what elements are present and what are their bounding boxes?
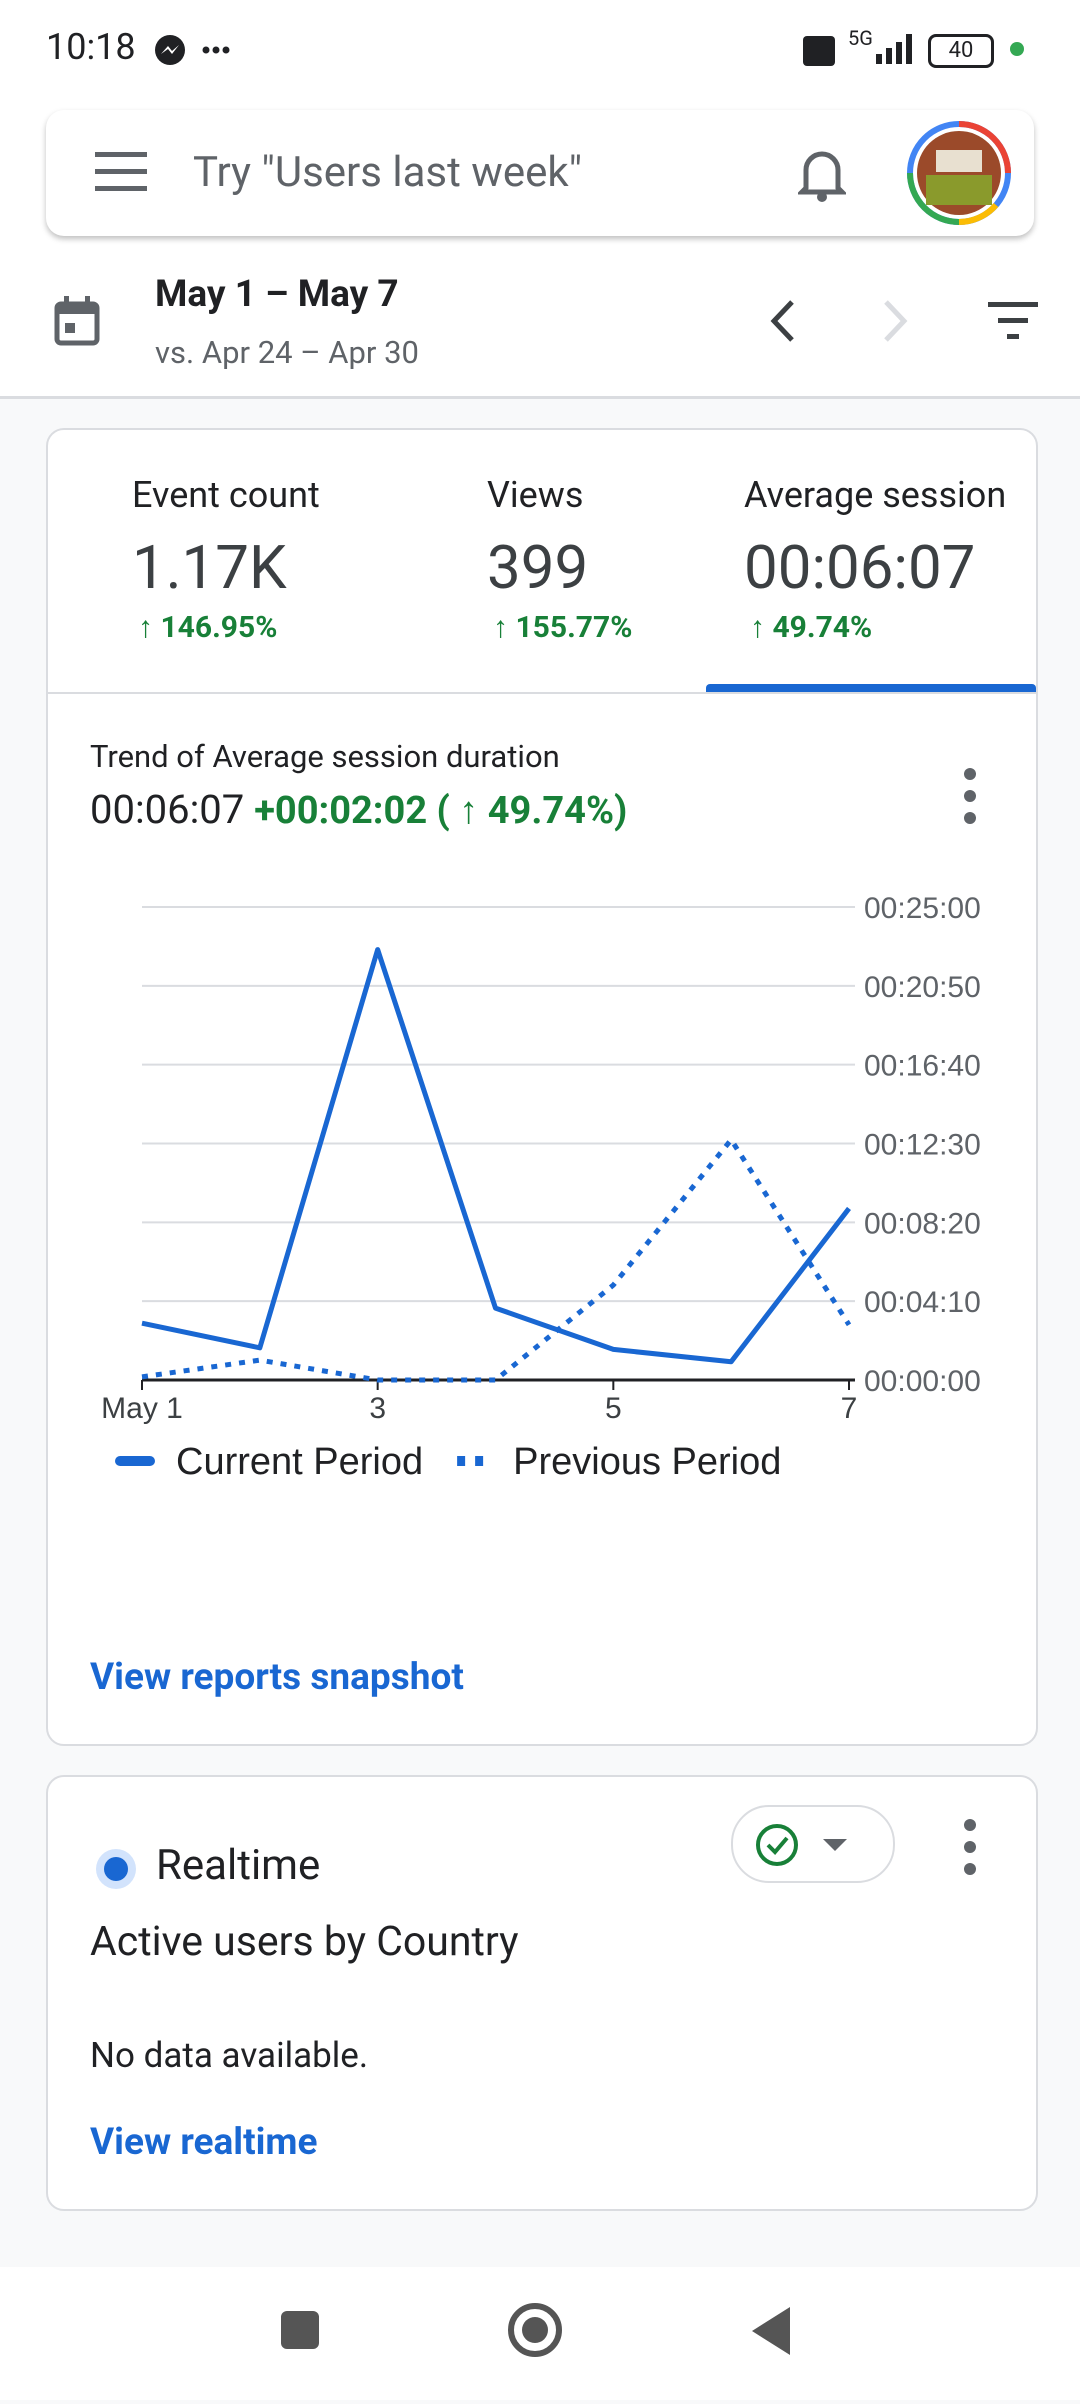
- trend-change: +00:02:02 ( ↑ 49.74%): [254, 789, 628, 833]
- legend-label: Previous Period: [513, 1441, 781, 1483]
- status-icons: [155, 35, 230, 65]
- time: 10:18: [46, 26, 136, 68]
- legend-label: Current Period: [176, 1441, 423, 1483]
- search-placeholder[interactable]: Try "Users last week": [193, 148, 583, 197]
- date-range[interactable]: May 1 – May 7: [155, 273, 399, 316]
- battery: 40: [928, 34, 994, 68]
- x-tick-label: 5: [605, 1392, 622, 1425]
- trend-duration: 00:06:07: [90, 786, 245, 833]
- metric-label: Average session: [744, 474, 1007, 516]
- empty-message: No data available.: [90, 2035, 369, 2076]
- y-tick-label: 00:16:40: [864, 1050, 981, 1083]
- metrics-card: Event count 1.17K ↑ 146.95% Views 399 ↑ 155.7…: [46, 428, 1038, 1746]
- series-line: [141, 947, 851, 1365]
- calendar-icon[interactable]: [54, 296, 100, 346]
- metric-value: 399: [487, 532, 589, 603]
- nav-icons[interactable]: [0, 2267, 1080, 2400]
- metric-change: ↑ 49.74%: [750, 610, 873, 645]
- y-tick-label: 00:25:00: [864, 892, 981, 925]
- menu-icon[interactable]: [95, 152, 147, 192]
- volte: [803, 36, 835, 66]
- y-tick-label: 00:12:30: [864, 1129, 981, 1162]
- date-nav[interactable]: [762, 298, 922, 344]
- metric-change: ↑ 146.95%: [138, 610, 278, 645]
- x-tick-label: 7: [841, 1392, 858, 1425]
- realtime-link[interactable]: View realtime: [90, 2121, 318, 2164]
- x-tick-label: May 1: [101, 1392, 183, 1425]
- filter-icon[interactable]: [988, 300, 1040, 342]
- chart: 00:00:00 00:04:10 00:08:20 00:12:30 00:16:40…: [101, 892, 981, 1483]
- signal: [876, 34, 912, 64]
- avatar[interactable]: [906, 120, 1012, 226]
- metric-label: Event count: [132, 474, 320, 516]
- realtime-card: Realtime Active users by Country No data…: [46, 1775, 1038, 2211]
- dot: [1010, 42, 1024, 56]
- search-bar[interactable]: Try "Users last week": [46, 110, 1034, 236]
- y-tick-label: 00:00:00: [864, 1365, 981, 1398]
- divider: [0, 396, 1080, 399]
- metric-change: ↑ 155.77%: [493, 610, 633, 645]
- chip-icons: [756, 1824, 847, 1866]
- y-tick-label: 00:20:50: [864, 971, 981, 1004]
- network: 5G: [848, 26, 873, 50]
- trend-value: 00:06:07 +00:02:02 ( ↑ 49.74%): [90, 786, 627, 833]
- tab-divider: [48, 692, 1036, 694]
- more-icon[interactable]: [960, 1817, 980, 1877]
- realtime-subtitle: Active users by Country: [90, 1918, 519, 1966]
- y-tick-label: 00:08:20: [864, 1207, 981, 1240]
- snapshot-link[interactable]: View reports snapshot: [90, 1656, 464, 1699]
- bell-icon[interactable]: [798, 146, 846, 202]
- x-tick-label: 3: [369, 1392, 386, 1425]
- y-tick-label: 00:04:10: [864, 1286, 981, 1319]
- metric-value: 1.17K: [132, 532, 287, 603]
- metric-label: Views: [487, 474, 584, 516]
- status-bar: 10:18 5G 40: [0, 0, 1080, 100]
- tab-indicator: [706, 684, 1036, 692]
- realtime-dot: [96, 1849, 136, 1889]
- realtime-title: Realtime: [156, 1841, 321, 1890]
- trend-title: Trend of Average session duration: [90, 738, 560, 775]
- comparison-range[interactable]: vs. Apr 24 – Apr 30: [155, 334, 419, 371]
- more-icon[interactable]: [960, 766, 980, 826]
- status-chip[interactable]: [731, 1805, 895, 1883]
- metric-value: 00:06:07: [744, 532, 976, 603]
- nav-bar: [0, 2267, 1080, 2400]
